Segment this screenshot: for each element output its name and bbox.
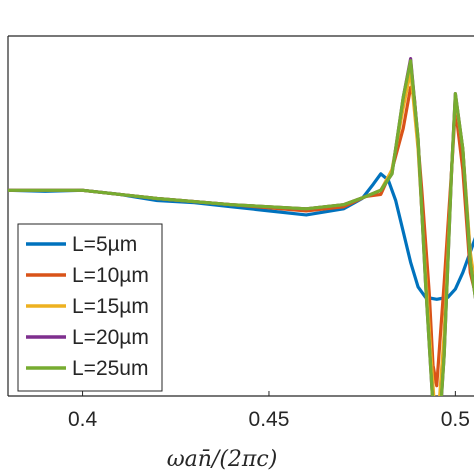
series-layer bbox=[8, 57, 474, 396]
x-tick-label: 0.45 bbox=[249, 408, 290, 431]
x-axis-label: ωan̄/(2πc) bbox=[167, 447, 278, 472]
legend-label: L=10µm bbox=[72, 264, 149, 287]
legend-label: L=5µm bbox=[72, 233, 137, 256]
legend-label: L=15µm bbox=[72, 295, 149, 318]
series-line bbox=[8, 59, 474, 396]
plot-axes bbox=[7, 35, 474, 397]
legend-label: L=25um bbox=[72, 357, 148, 380]
x-tick-label: 0.5 bbox=[441, 408, 470, 431]
axis-ticks: 0.4 0.45 0.5 bbox=[8, 189, 470, 431]
legend-label: L=20µm bbox=[72, 326, 149, 349]
legend: L=5µm L=10µm L=15µm L=20µm L=25um bbox=[17, 223, 163, 392]
x-tick-label: 0.4 bbox=[68, 408, 98, 431]
